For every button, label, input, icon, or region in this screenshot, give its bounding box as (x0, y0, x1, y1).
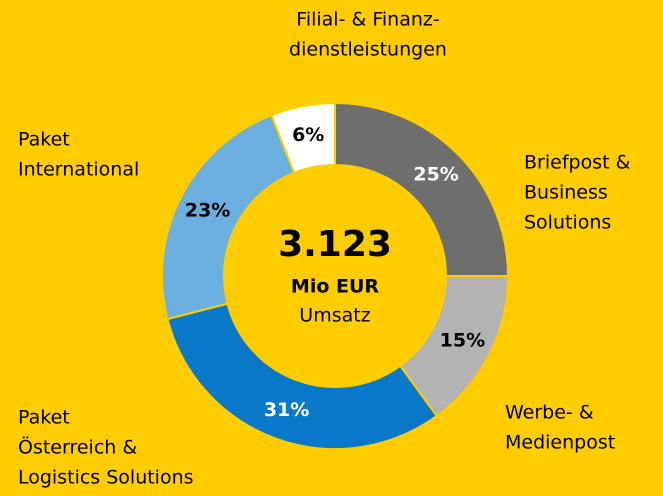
center-label: 3.123 (278, 224, 392, 265)
category-label: Logistics Solutions (18, 467, 194, 489)
center-label: Umsatz (299, 305, 370, 327)
donut-segment (334, 101, 510, 277)
value-label: 15% (440, 329, 485, 351)
value-label: 31% (264, 399, 309, 421)
value-label: 25% (413, 163, 458, 185)
donut-segment (166, 302, 439, 450)
value-label: 23% (185, 200, 230, 222)
category-label: Paket (18, 129, 70, 151)
donut-segment (270, 101, 336, 175)
category-label: Solutions (524, 212, 611, 234)
center-label: Mio EUR (291, 276, 379, 298)
category-label: Filial- & Finanz- (296, 9, 439, 31)
category-label: Österreich & (18, 436, 137, 459)
category-label: Medienpost (505, 432, 615, 454)
category-label: dienstleistungen (289, 39, 447, 61)
value-label: 6% (292, 124, 324, 146)
category-label: Business (524, 182, 608, 204)
category-label: International (18, 159, 139, 181)
category-label: Werbe- & (505, 402, 594, 424)
category-label: Briefpost & (524, 152, 631, 174)
category-label: Paket (18, 407, 70, 429)
